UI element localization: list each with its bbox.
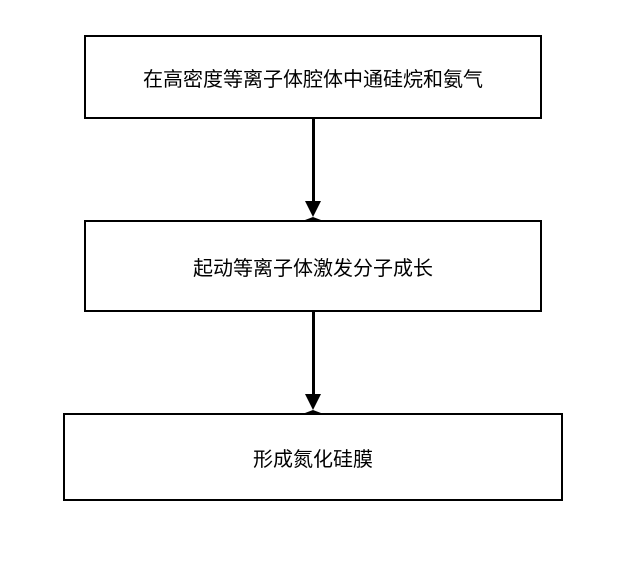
step-2-label: 起动等离子体激发分子成长 xyxy=(193,252,433,281)
arrow-1 xyxy=(305,119,321,220)
flowchart-step-1: 在高密度等离子体腔体中通硅烷和氨气 xyxy=(84,35,542,119)
step-1-label: 在高密度等离子体腔体中通硅烷和氨气 xyxy=(143,63,483,92)
arrow-2 xyxy=(305,312,321,413)
arrow-1-head xyxy=(305,201,321,220)
arrow-2-head xyxy=(305,394,321,413)
arrow-2-line xyxy=(312,312,315,394)
step-3-label: 形成氮化硅膜 xyxy=(253,443,373,472)
arrow-1-line xyxy=(312,119,315,201)
flowchart-step-3: 形成氮化硅膜 xyxy=(63,413,563,501)
flowchart-step-2: 起动等离子体激发分子成长 xyxy=(84,220,542,312)
